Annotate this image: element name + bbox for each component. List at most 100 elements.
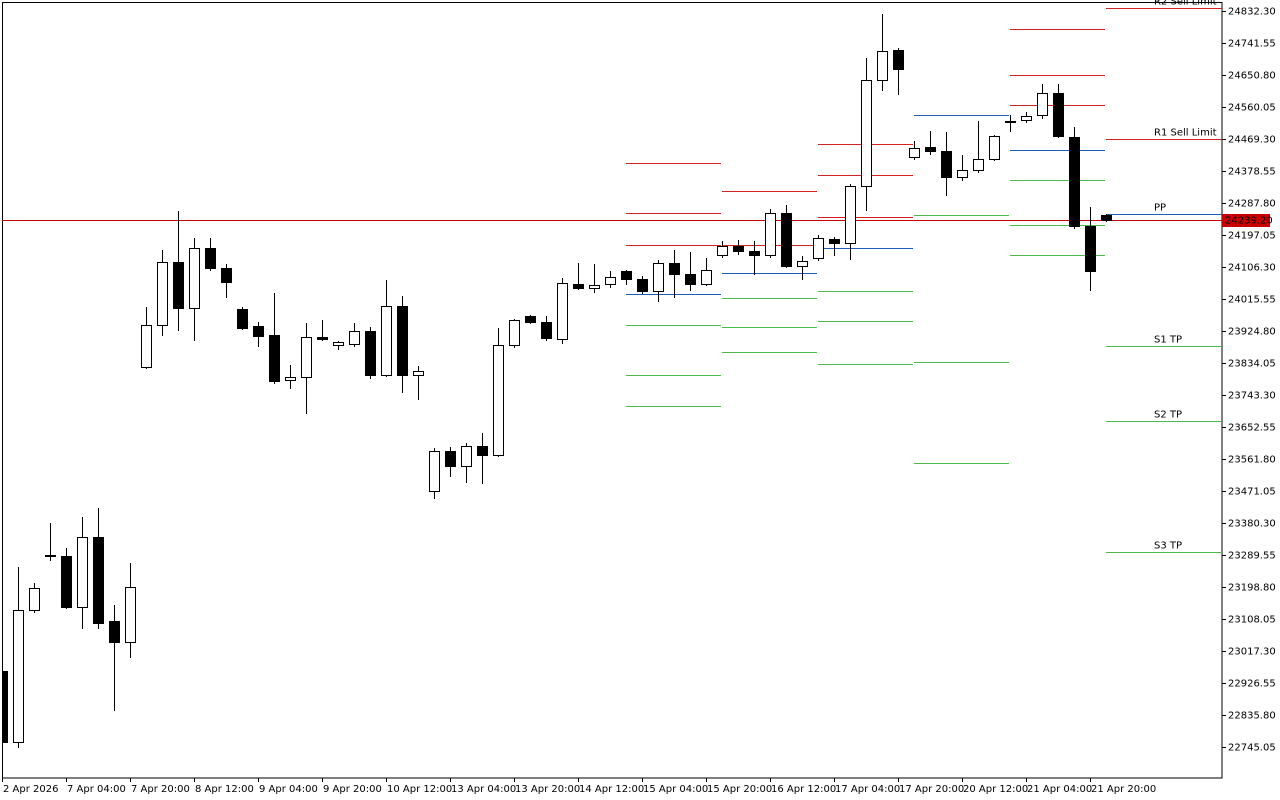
- candle-body: [701, 270, 712, 285]
- y-tick-label: 24832.30: [1228, 7, 1276, 18]
- y-tick-label: 23380.30: [1228, 519, 1276, 530]
- candle-body: [685, 274, 696, 285]
- candle-body: [205, 248, 216, 269]
- y-tick-label: 24197.05: [1228, 231, 1276, 242]
- candle-body: [669, 263, 680, 275]
- candle-body: [189, 248, 200, 309]
- candle-body: [477, 446, 488, 456]
- candle-body: [237, 309, 248, 329]
- candle-body: [269, 335, 280, 382]
- candle-body: [1069, 137, 1080, 227]
- y-tick-label: 24378.55: [1228, 167, 1276, 178]
- candle-body: [797, 261, 808, 267]
- candle-body: [1037, 93, 1048, 116]
- candle-body: [2, 671, 8, 743]
- candle-body: [973, 159, 984, 171]
- candle-body: [1053, 93, 1064, 137]
- candle-body: [125, 587, 136, 643]
- x-tick-label: 15 Apr 04:00: [643, 784, 708, 795]
- candle-body: [109, 621, 120, 643]
- x-tick-label: 9 Apr 20:00: [323, 784, 382, 795]
- candle-body: [461, 446, 472, 467]
- y-tick-label: 22926.55: [1228, 679, 1276, 690]
- candle-body: [29, 588, 40, 611]
- level-label: R1 Sell Limit: [1154, 128, 1217, 139]
- candle-body: [333, 342, 344, 346]
- candle-body: [925, 147, 936, 152]
- candle-body: [749, 251, 760, 256]
- candle-body: [157, 262, 168, 326]
- y-tick-label: 24650.80: [1228, 71, 1276, 82]
- level-label: S2 TP: [1154, 410, 1182, 421]
- candle-body: [957, 170, 968, 178]
- x-tick-label: 13 Apr 04:00: [451, 784, 516, 795]
- level-label: R2 Sell Limit: [1154, 0, 1217, 8]
- candle-body: [653, 263, 664, 292]
- candle-body: [253, 326, 264, 337]
- candle-body: [397, 306, 408, 376]
- candle-body: [413, 371, 424, 376]
- candle-body: [829, 239, 840, 244]
- x-tick-label: 8 Apr 12:00: [195, 784, 254, 795]
- y-tick-label: 24015.55: [1228, 295, 1276, 306]
- x-tick-label: 17 Apr 04:00: [835, 784, 900, 795]
- candle-body: [573, 284, 584, 289]
- plot-area: R2 Sell Limit R1 Sell Limit PP S1 TP S2 TP S3…: [2, 0, 1222, 748]
- y-tick-label: 23561.80: [1228, 455, 1276, 466]
- x-tick-label: 17 Apr 20:00: [899, 784, 964, 795]
- y-tick-label: 24741.55: [1228, 39, 1276, 50]
- candle-body: [637, 279, 648, 292]
- level-label: S1 TP: [1154, 335, 1182, 346]
- candle-body: [861, 80, 872, 187]
- y-tick-label: 23198.80: [1228, 583, 1276, 594]
- candle-body: [45, 555, 56, 557]
- y-tick-label: 23743.30: [1228, 391, 1276, 402]
- candle-body: [173, 262, 184, 309]
- x-tick-label: 7 Apr 04:00: [67, 784, 126, 795]
- last-price-tag: [1222, 214, 1270, 227]
- candle-body: [1101, 215, 1112, 221]
- y-tick-label: 24560.05: [1228, 103, 1276, 114]
- candle-body: [13, 610, 24, 743]
- candle-body: [93, 537, 104, 624]
- level-label: PP: [1154, 203, 1166, 214]
- candle-body: [525, 316, 536, 323]
- x-tick-label: 20 Apr 12:00: [963, 784, 1028, 795]
- y-tick-label: 23289.55: [1228, 551, 1276, 562]
- candle-body: [381, 306, 392, 376]
- x-tick-label: 21 Apr 20:00: [1091, 784, 1156, 795]
- candle-body: [221, 268, 232, 283]
- x-tick-label: 21 Apr 04:00: [1027, 784, 1092, 795]
- y-tick-label: 24106.30: [1228, 263, 1276, 274]
- candle-body: [285, 377, 296, 381]
- x-tick-label: 16 Apr 12:00: [771, 784, 836, 795]
- y-tick-label: 22835.80: [1228, 711, 1276, 722]
- candle-body: [349, 331, 360, 345]
- plot-frame: [2, 2, 1223, 779]
- candle-body: [1005, 121, 1016, 123]
- candle-body: [605, 277, 616, 285]
- x-tick-label: 13 Apr 20:00: [515, 784, 580, 795]
- x-tick-label: 10 Apr 12:00: [387, 784, 452, 795]
- candle-body: [141, 325, 152, 368]
- y-tick-label: 23834.05: [1228, 359, 1276, 370]
- candle-body: [589, 285, 600, 289]
- candle-body: [541, 322, 552, 339]
- candle-body: [989, 136, 1000, 160]
- x-tick-label: 7 Apr 20:00: [131, 784, 190, 795]
- y-tick-label: 22745.05: [1228, 743, 1276, 754]
- y-tick-label: 24469.30: [1228, 135, 1276, 146]
- candle-body: [301, 337, 312, 378]
- candle-body: [557, 283, 568, 340]
- candle-body: [877, 51, 888, 81]
- candle-body: [365, 331, 376, 376]
- level-label: S3 TP: [1154, 541, 1182, 552]
- y-tick-label: 24287.80: [1228, 199, 1276, 210]
- candle-body: [445, 451, 456, 467]
- y-tick-label: 23924.80: [1228, 327, 1276, 338]
- candle-body: [781, 213, 792, 267]
- x-tick-label: 2 Apr 2026: [3, 784, 58, 795]
- candle-body: [493, 345, 504, 456]
